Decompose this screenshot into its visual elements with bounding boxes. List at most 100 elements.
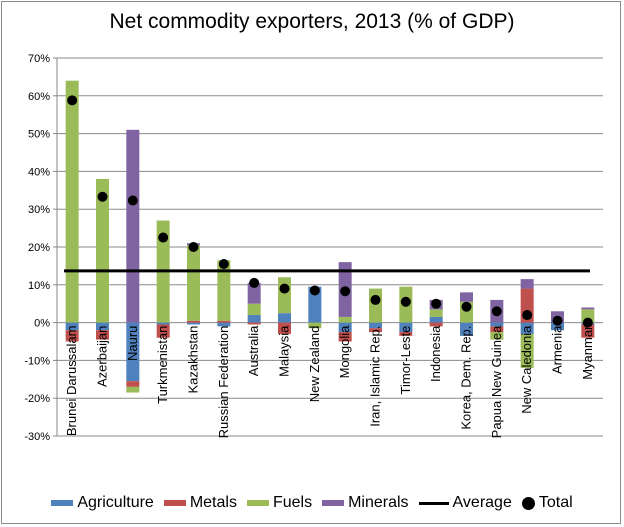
legend-swatch — [322, 500, 345, 506]
category-label: Korea, Dem. Rep. — [459, 326, 474, 430]
bar-fuels — [520, 333, 534, 368]
legend-label: Minerals — [348, 494, 409, 511]
y-tick-label: 50% — [28, 129, 50, 141]
bar-agriculture — [369, 322, 382, 329]
total-marker — [400, 296, 411, 307]
legend-item-fuels: Fuels — [246, 494, 313, 512]
legend-item-average: Average — [418, 494, 512, 512]
legend-swatch — [418, 501, 449, 505]
bar-agriculture — [247, 315, 261, 323]
legend-item-agriculture: Agriculture — [51, 494, 154, 512]
legend-swatch — [51, 500, 74, 506]
total-marker — [67, 95, 78, 106]
bar-fuels — [247, 303, 261, 316]
y-tick-label: 20% — [28, 242, 50, 254]
bar-metals — [338, 332, 352, 342]
bar-minerals — [581, 307, 595, 310]
bar-fuels — [65, 80, 79, 323]
bar-fuels — [217, 260, 231, 321]
legend-label: Average — [452, 494, 512, 511]
y-tick-label: 0% — [34, 318, 50, 330]
legend-label: Metals — [189, 494, 237, 511]
category-label: Indonesia — [428, 325, 443, 382]
bar-agriculture — [551, 322, 564, 331]
bar-agriculture — [187, 322, 200, 325]
total-marker — [582, 317, 593, 328]
bar-agriculture — [520, 322, 534, 334]
legend-label: Fuels — [272, 494, 313, 511]
bar-metals — [429, 322, 443, 327]
bar-agriculture — [96, 322, 109, 331]
y-tick-label: 70% — [28, 53, 50, 65]
y-tick-label: 10% — [28, 280, 50, 292]
bar-minerals — [520, 279, 534, 289]
y-tick-label: 60% — [28, 91, 50, 103]
legend-item-minerals: Minerals — [322, 494, 409, 512]
category-label: Myanmar — [580, 325, 595, 380]
total-marker — [552, 315, 563, 326]
bar-metals — [96, 330, 109, 340]
y-tick-label: -20% — [24, 393, 50, 405]
bar-agriculture — [65, 322, 79, 331]
category-label: New Caledonia — [519, 325, 534, 414]
category-label: Azerbaijan — [95, 326, 110, 387]
bar-agriculture — [399, 322, 413, 333]
bar-agriculture — [338, 322, 352, 333]
total-marker — [431, 298, 442, 309]
bar-metals — [278, 322, 291, 334]
legend-label: Agriculture — [77, 494, 154, 511]
bar-fuels — [96, 178, 109, 323]
bar-metals — [156, 324, 170, 338]
total-marker — [127, 195, 138, 206]
legend-item-metals: Metals — [163, 494, 237, 512]
bar-metals — [126, 381, 140, 387]
total-marker — [370, 294, 381, 305]
total-marker — [158, 232, 169, 243]
bar-minerals — [460, 292, 473, 302]
legend-item-total: Total — [521, 494, 573, 512]
bar-metals — [369, 328, 382, 333]
category-label: Turkmenistan — [155, 326, 170, 404]
chart-title: Net commodity exporters, 2013 (% of GDP) — [109, 10, 515, 33]
bar-fuels — [490, 332, 504, 340]
bar-agriculture — [156, 322, 170, 325]
total-marker — [249, 277, 260, 288]
bar-fuels — [429, 309, 443, 317]
category-label: New Zealand — [307, 326, 322, 403]
category-label: Malaysia — [277, 325, 292, 377]
bar-fuels — [278, 277, 291, 314]
y-tick-label: -30% — [24, 431, 50, 443]
bar-metals — [187, 320, 200, 323]
category-label: Brunei Darussalam — [64, 326, 79, 437]
bar-metals — [65, 330, 79, 342]
total-marker — [188, 242, 199, 252]
bar-agriculture — [308, 286, 322, 323]
total-marker — [491, 306, 502, 317]
category-label: Iran, Islamic Rep. — [368, 326, 383, 427]
bar-agriculture — [429, 316, 443, 323]
legend-swatch — [521, 496, 535, 510]
legend-label: Total — [538, 494, 573, 511]
bar-fuels — [338, 316, 352, 323]
total-marker — [97, 191, 108, 202]
total-marker — [218, 259, 229, 270]
bar-metals — [581, 324, 595, 338]
category-label: Kazakhstan — [186, 326, 201, 394]
y-tick-label: 40% — [28, 166, 50, 178]
bar-agriculture — [490, 322, 504, 327]
bar-fuels — [187, 245, 200, 321]
category-label: Russian Federation — [216, 326, 231, 439]
category-label: Papua New Guinea — [489, 325, 504, 439]
total-marker — [279, 283, 290, 294]
bar-agriculture — [460, 322, 473, 336]
bar-minerals — [126, 129, 140, 323]
bar-agriculture — [278, 313, 291, 323]
bar-fuels — [126, 386, 140, 393]
bar-minerals — [247, 282, 261, 304]
bar-agriculture — [217, 322, 231, 327]
bar-agriculture — [126, 322, 140, 382]
y-tick-label: 30% — [28, 204, 50, 216]
bar-fuels — [308, 322, 322, 329]
